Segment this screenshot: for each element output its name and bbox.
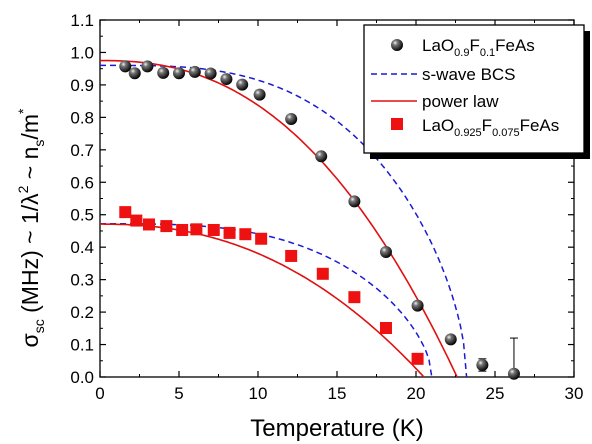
axes: 0 5 10 15 20 25 30 0.0 0.1 0.2 0.3 0.4 0.5 0.6 0.7 0.8 0… bbox=[70, 11, 583, 403]
data-point-sphere bbox=[285, 112, 298, 125]
y-tick-label: 0.2 bbox=[70, 303, 94, 322]
x-tick-label: 30 bbox=[565, 384, 584, 403]
y-tick-label: 0.3 bbox=[70, 271, 94, 290]
data-point-sphere bbox=[119, 60, 132, 73]
data-point-sphere bbox=[204, 67, 217, 80]
data-point-sphere bbox=[507, 367, 520, 380]
y-tick-label: 1.1 bbox=[70, 11, 94, 30]
x-tick-label: 0 bbox=[95, 384, 104, 403]
legend-entry-2: s-wave BCS bbox=[422, 65, 516, 84]
y-label-tail: ~ n bbox=[17, 147, 43, 186]
data-point-sphere bbox=[379, 246, 392, 259]
y-tick-label: 1.0 bbox=[70, 43, 94, 62]
y-label-mid: (MHz) ~ 1/λ bbox=[17, 193, 43, 319]
legend-entry-3: power law bbox=[422, 92, 499, 111]
data-point-sphere bbox=[220, 73, 233, 86]
data-point-sphere bbox=[141, 60, 154, 73]
x-tick-label: 20 bbox=[407, 384, 426, 403]
y-tick-label: 0.8 bbox=[70, 108, 94, 127]
y-tick-label: 0.0 bbox=[70, 368, 94, 387]
y-label-slash-m: /m bbox=[17, 114, 43, 140]
x-tick-label: 5 bbox=[174, 384, 183, 403]
x-tick-label: 10 bbox=[249, 384, 268, 403]
y-tick-label: 0.5 bbox=[70, 206, 94, 225]
y-label-sigma: σ bbox=[17, 333, 43, 347]
bcs-fit-line bbox=[100, 64, 468, 377]
data-markers bbox=[119, 60, 520, 380]
data-point-square bbox=[223, 226, 236, 239]
y-tick-label: 0.4 bbox=[70, 238, 94, 257]
data-point-square bbox=[379, 321, 392, 334]
data-point-square bbox=[130, 214, 143, 227]
y-tick-label: 0.6 bbox=[70, 173, 94, 192]
data-point-sphere bbox=[128, 67, 141, 80]
y-label-sup2: 2 bbox=[15, 185, 31, 193]
y-tick-label: 0.7 bbox=[70, 141, 94, 160]
data-point-sphere bbox=[476, 358, 489, 371]
data-point-sphere bbox=[188, 65, 201, 78]
y-tick-label: 0.1 bbox=[70, 336, 94, 355]
y-axis-label: σsc (MHz) ~ 1/λ2 ~ ns/m* bbox=[15, 108, 47, 347]
y-label-sub-s: s bbox=[31, 140, 47, 147]
data-point-square bbox=[239, 228, 252, 241]
data-point-square bbox=[119, 206, 132, 219]
data-point-square bbox=[176, 223, 189, 236]
data-point-square bbox=[255, 232, 268, 245]
data-point-square bbox=[285, 249, 298, 262]
power-law-fit-line bbox=[100, 59, 458, 377]
data-point-square bbox=[160, 220, 173, 233]
data-point-sphere bbox=[411, 299, 424, 312]
data-point-sphere bbox=[236, 78, 249, 91]
data-point-sphere bbox=[173, 67, 185, 80]
data-point-sphere bbox=[253, 88, 266, 101]
data-point-square bbox=[316, 267, 329, 280]
y-label-star: * bbox=[15, 108, 31, 114]
legend-entry-4: LaO0.925F0.075FeAs bbox=[422, 116, 559, 139]
data-point-sphere bbox=[315, 150, 328, 163]
legend-entry-1: LaO0.9F0.1FeAs bbox=[422, 36, 535, 59]
power-law-fit-line bbox=[100, 223, 425, 377]
data-point-sphere bbox=[348, 195, 361, 208]
x-tick-label: 25 bbox=[486, 384, 505, 403]
data-point-sphere bbox=[444, 333, 457, 346]
x-tick-label: 15 bbox=[328, 384, 347, 403]
data-point-sphere bbox=[157, 66, 170, 79]
legend-marker-square bbox=[391, 118, 403, 130]
legend: LaO0.9F0.1FeAs s-wave BCS power law LaO0… bbox=[363, 24, 590, 159]
bcs-fit-line bbox=[100, 223, 433, 377]
y-label-sub-sc: sc bbox=[31, 319, 47, 333]
data-point-square bbox=[142, 218, 155, 231]
data-point-square bbox=[207, 223, 220, 236]
data-point-square bbox=[411, 352, 424, 365]
x-axis-label: Temperature (K) bbox=[250, 415, 423, 442]
legend-marker-sphere bbox=[391, 39, 403, 51]
data-point-square bbox=[190, 223, 203, 236]
data-point-square bbox=[348, 291, 361, 304]
y-tick-label: 0.9 bbox=[70, 76, 94, 95]
